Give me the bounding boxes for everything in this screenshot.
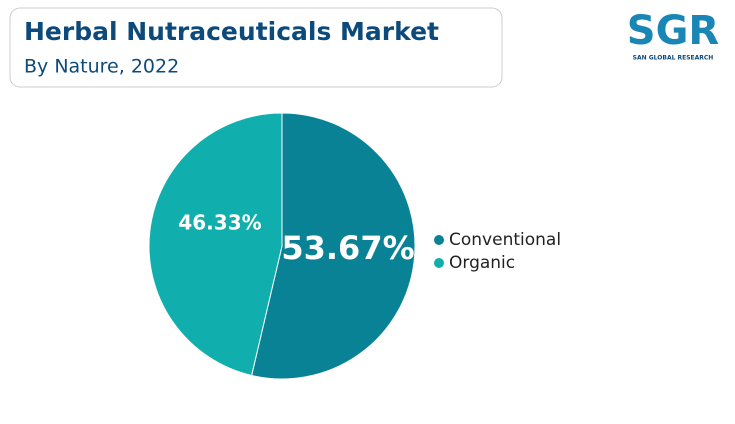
pie-slice — [251, 112, 416, 380]
value-label: 46.33% — [178, 211, 261, 235]
pie-slice — [148, 112, 283, 377]
logo-text: SGR — [627, 8, 719, 54]
legend-label: Organic — [449, 253, 515, 273]
value-label: 53.67% — [281, 229, 414, 267]
legend-marker — [434, 258, 444, 268]
chart-title: Herbal Nutraceuticals Market — [24, 17, 439, 46]
title-box — [9, 7, 503, 88]
legend-marker — [434, 235, 444, 245]
legend-label: Conventional — [449, 230, 561, 250]
logo-caption: SAN GLOBAL RESEARCH — [633, 55, 714, 62]
chart-subtitle: By Nature, 2022 — [24, 56, 179, 78]
